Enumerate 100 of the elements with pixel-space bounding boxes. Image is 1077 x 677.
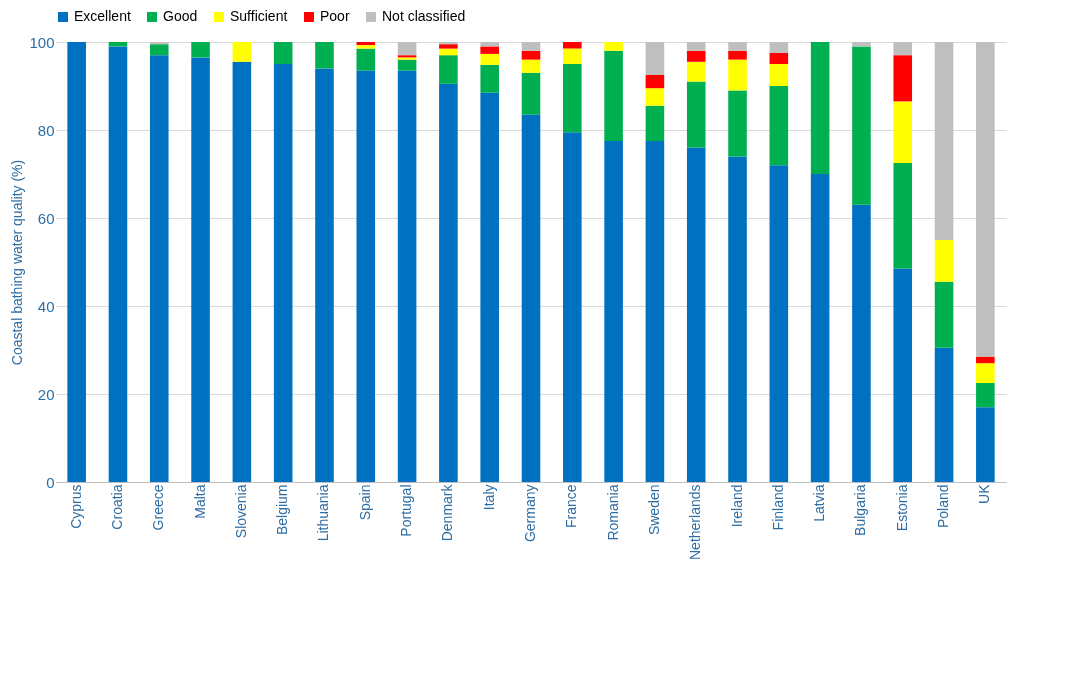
bar [686, 42, 706, 51]
legend-label: Excellent [74, 8, 131, 24]
bar [976, 42, 995, 357]
bar [521, 59, 541, 73]
x-tick-label: Spain [356, 484, 373, 521]
bar [149, 55, 169, 482]
x-tick-label: Denmark [439, 483, 456, 542]
x-tick-label: Sweden [645, 484, 662, 536]
bar [273, 42, 293, 64]
bar [686, 61, 706, 82]
bar [934, 240, 954, 282]
bar [934, 281, 954, 348]
bar [563, 64, 582, 133]
bar [769, 53, 789, 64]
legend-label: Not classified [382, 8, 466, 24]
x-tick-label: Estonia [893, 484, 910, 532]
bar [273, 64, 293, 482]
bar [769, 64, 789, 86]
bar [315, 68, 334, 482]
bar [521, 42, 541, 51]
bar [645, 141, 665, 482]
bar [521, 72, 541, 115]
bar [769, 165, 789, 482]
bar [480, 64, 499, 93]
x-tick-label: Bulgaria [852, 484, 869, 536]
bar [893, 101, 913, 163]
bar [893, 42, 913, 56]
bar [356, 70, 376, 482]
bar [397, 42, 417, 56]
bar [439, 83, 458, 482]
bar [686, 50, 706, 62]
bar [728, 50, 747, 60]
x-tick-label: Cyprus [67, 484, 84, 529]
bar [356, 48, 376, 71]
bar [934, 42, 954, 240]
x-tick-label: Finland [769, 484, 786, 531]
bar [604, 141, 623, 482]
bar [191, 57, 210, 482]
bar [976, 407, 995, 482]
bar [397, 70, 417, 482]
bar [645, 88, 665, 106]
bar [521, 50, 541, 60]
bar [645, 75, 665, 89]
bar [852, 42, 871, 47]
x-tick-label: Romania [604, 484, 621, 541]
bar [686, 81, 706, 148]
bar [439, 55, 458, 84]
y-tick-label: 20 [37, 385, 55, 403]
bar [728, 42, 747, 51]
bar [976, 383, 995, 408]
bar [439, 44, 458, 49]
bar [686, 147, 706, 482]
bar [645, 42, 665, 75]
y-tick-label: 40 [37, 297, 55, 315]
bar [645, 105, 665, 141]
y-tick-label: 100 [29, 33, 55, 51]
x-tick-label: Portugal [398, 484, 415, 537]
x-tick-label: Italy [480, 484, 497, 511]
bar [893, 268, 913, 482]
bar [521, 114, 541, 482]
bar [728, 90, 747, 157]
legend-label: Good [163, 8, 198, 24]
bar [893, 55, 913, 102]
y-tick-label: 60 [37, 209, 55, 227]
bar [728, 156, 747, 482]
legend-label: Poor [320, 8, 350, 24]
x-tick-label: Latvia [811, 484, 828, 522]
bar [852, 204, 871, 482]
bar [232, 42, 252, 62]
bar [604, 42, 623, 51]
bar [315, 42, 334, 69]
bar [852, 46, 871, 205]
bar [439, 42, 458, 45]
bar [108, 46, 128, 482]
bar [810, 42, 830, 174]
x-tick-label: France [563, 484, 580, 529]
bar [149, 44, 169, 56]
x-tick-label: Croatia [108, 484, 125, 530]
bar [480, 92, 499, 482]
x-tick-label: Slovenia [232, 484, 249, 539]
bar [480, 53, 499, 65]
bar [149, 42, 169, 45]
bar [728, 59, 747, 91]
bar [191, 42, 210, 58]
x-tick-label: Germany [522, 484, 538, 543]
bar [893, 163, 913, 269]
bar [810, 174, 830, 482]
bar [563, 42, 582, 49]
bar [563, 48, 582, 64]
bar [976, 356, 995, 364]
x-tick-label: Poland [935, 484, 952, 529]
bar [769, 42, 789, 53]
x-tick-label: UK [976, 483, 993, 504]
bar [480, 42, 499, 47]
bar [232, 61, 252, 482]
bar [563, 132, 582, 482]
bar [439, 48, 458, 56]
x-tick-label: Malta [191, 484, 208, 519]
bar [67, 42, 86, 482]
x-tick-label: Belgium [274, 484, 291, 536]
